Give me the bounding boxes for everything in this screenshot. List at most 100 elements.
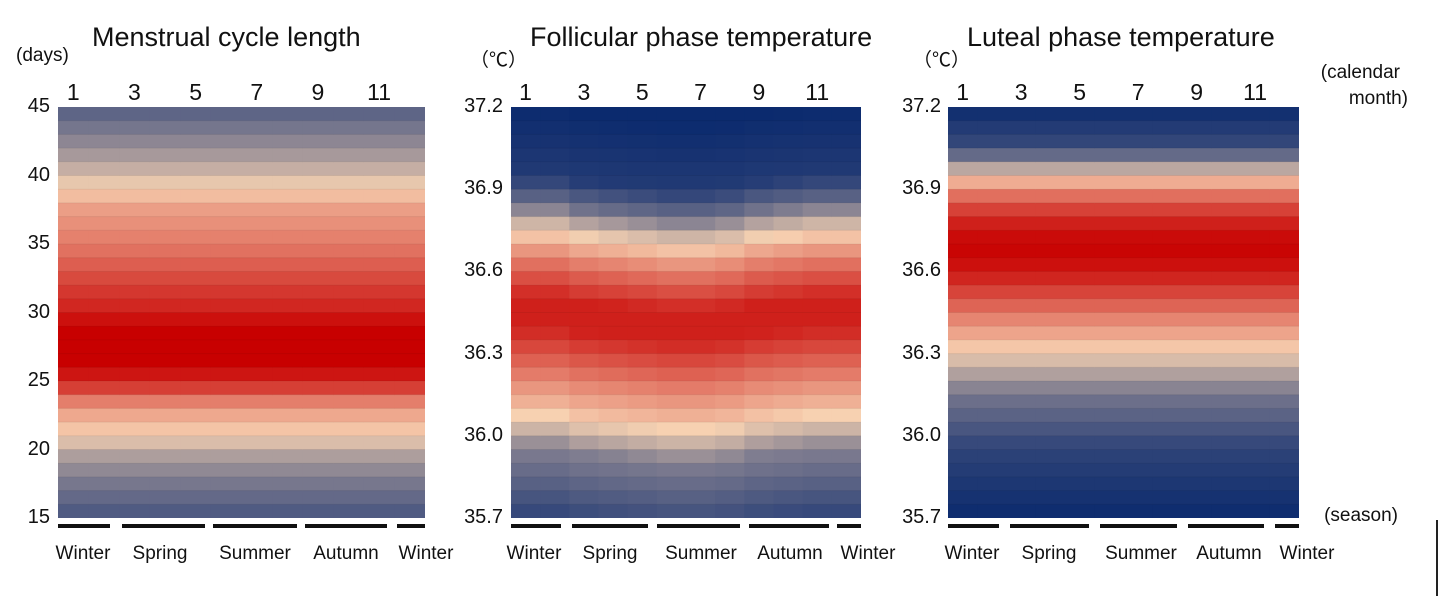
heat-cell bbox=[1123, 120, 1154, 135]
heat-cell bbox=[1035, 381, 1066, 396]
heat-cell bbox=[302, 326, 334, 341]
heat-cell bbox=[363, 422, 396, 437]
y-tick-label: 35 bbox=[27, 232, 50, 254]
heat-cell bbox=[1211, 120, 1242, 135]
heat-cell bbox=[1123, 463, 1154, 478]
heat-cell bbox=[363, 271, 396, 286]
heat-cell bbox=[744, 148, 775, 163]
heat-cell bbox=[1006, 394, 1037, 409]
y-tick-label: 36.9 bbox=[464, 177, 503, 200]
heat-cell bbox=[744, 394, 775, 409]
heat-cell bbox=[180, 161, 212, 177]
heat-cell bbox=[88, 476, 120, 492]
calendar-month-label-line1: (calendar bbox=[1320, 62, 1400, 83]
heat-cell bbox=[363, 298, 396, 314]
heat-cell bbox=[1182, 463, 1212, 478]
heat-cell bbox=[88, 216, 120, 231]
heat-cell bbox=[149, 257, 181, 272]
heat-cell bbox=[1123, 230, 1154, 245]
heat-cell bbox=[1094, 107, 1125, 122]
heat-cell bbox=[149, 463, 181, 478]
season-label: Summer bbox=[1105, 543, 1177, 564]
heat-cell bbox=[511, 175, 541, 190]
heat-cell bbox=[1211, 408, 1242, 423]
heat-cell bbox=[1035, 353, 1066, 368]
heat-cell bbox=[773, 435, 804, 451]
heat-cell bbox=[715, 148, 745, 163]
heat-cell bbox=[715, 161, 745, 177]
x-tick-label: 5 bbox=[189, 79, 203, 105]
heat-cell bbox=[394, 107, 425, 122]
heat-cell bbox=[394, 230, 425, 245]
heat-cell bbox=[363, 435, 396, 451]
heat-cell bbox=[831, 285, 861, 300]
heat-cell bbox=[1211, 381, 1242, 396]
heat-cell bbox=[1152, 504, 1183, 518]
heat-cell bbox=[569, 202, 600, 218]
heat-cell bbox=[627, 120, 658, 135]
heat-cell bbox=[627, 381, 658, 396]
heat-cell bbox=[744, 463, 775, 478]
heat-cell bbox=[831, 504, 861, 518]
heat-cell bbox=[744, 312, 775, 327]
heat-cell bbox=[1240, 381, 1271, 396]
heat-cell bbox=[1123, 148, 1154, 163]
heat-cell bbox=[302, 504, 334, 518]
heat-cell bbox=[686, 120, 716, 135]
heat-cell bbox=[180, 189, 212, 204]
heat-cell bbox=[802, 244, 833, 259]
heat-cell bbox=[656, 285, 687, 300]
heat-cell bbox=[569, 422, 600, 437]
heat-cell bbox=[1240, 189, 1271, 204]
heat-cell bbox=[272, 353, 304, 368]
heat-cell bbox=[1240, 490, 1271, 505]
heat-cell bbox=[1006, 244, 1037, 259]
heat-cell bbox=[394, 490, 425, 505]
heat-cell bbox=[1006, 339, 1037, 355]
heat-cell bbox=[948, 353, 978, 368]
heat-cell bbox=[773, 339, 804, 355]
heat-cell bbox=[363, 107, 396, 122]
heat-cell bbox=[302, 367, 334, 382]
heat-cell bbox=[58, 175, 90, 190]
heat-cell bbox=[210, 216, 243, 231]
heat-cell bbox=[1240, 476, 1271, 492]
heat-cell bbox=[394, 326, 425, 341]
heat-cell bbox=[744, 339, 775, 355]
heat-cell bbox=[656, 449, 687, 464]
heat-cell bbox=[149, 339, 181, 355]
heat-cell bbox=[656, 381, 687, 396]
heat-cell bbox=[1182, 381, 1212, 396]
season-bar bbox=[948, 524, 999, 528]
heat-cell bbox=[302, 107, 334, 122]
heat-cell bbox=[1065, 148, 1095, 163]
heat-cell bbox=[58, 381, 90, 396]
heat-cell bbox=[948, 490, 978, 505]
heat-cell bbox=[1211, 476, 1242, 492]
heat-cell bbox=[302, 257, 334, 272]
heat-cell bbox=[627, 312, 658, 327]
heat-cell bbox=[802, 367, 833, 382]
heat-cell bbox=[333, 257, 365, 272]
heat-cell bbox=[119, 107, 151, 122]
heat-cell bbox=[1269, 504, 1299, 518]
heat-cell bbox=[58, 120, 90, 135]
heat-cell bbox=[948, 504, 978, 518]
heat-cell bbox=[1065, 244, 1095, 259]
heat-cell bbox=[1269, 134, 1299, 149]
heat-cell bbox=[58, 476, 90, 492]
y-tick-label: 15 bbox=[27, 506, 50, 528]
heat-cell bbox=[540, 449, 570, 464]
heat-cell bbox=[1094, 504, 1125, 518]
heat-cell bbox=[540, 408, 570, 423]
heat-cell bbox=[1035, 422, 1066, 437]
heat-cell bbox=[1182, 257, 1212, 272]
heat-cell bbox=[58, 394, 90, 409]
heat-cell bbox=[598, 367, 629, 382]
heat-cell bbox=[241, 339, 273, 355]
heat-cell bbox=[773, 504, 804, 518]
heat-cell bbox=[686, 107, 716, 122]
heat-cell bbox=[1152, 244, 1183, 259]
heat-cell bbox=[1211, 189, 1242, 204]
